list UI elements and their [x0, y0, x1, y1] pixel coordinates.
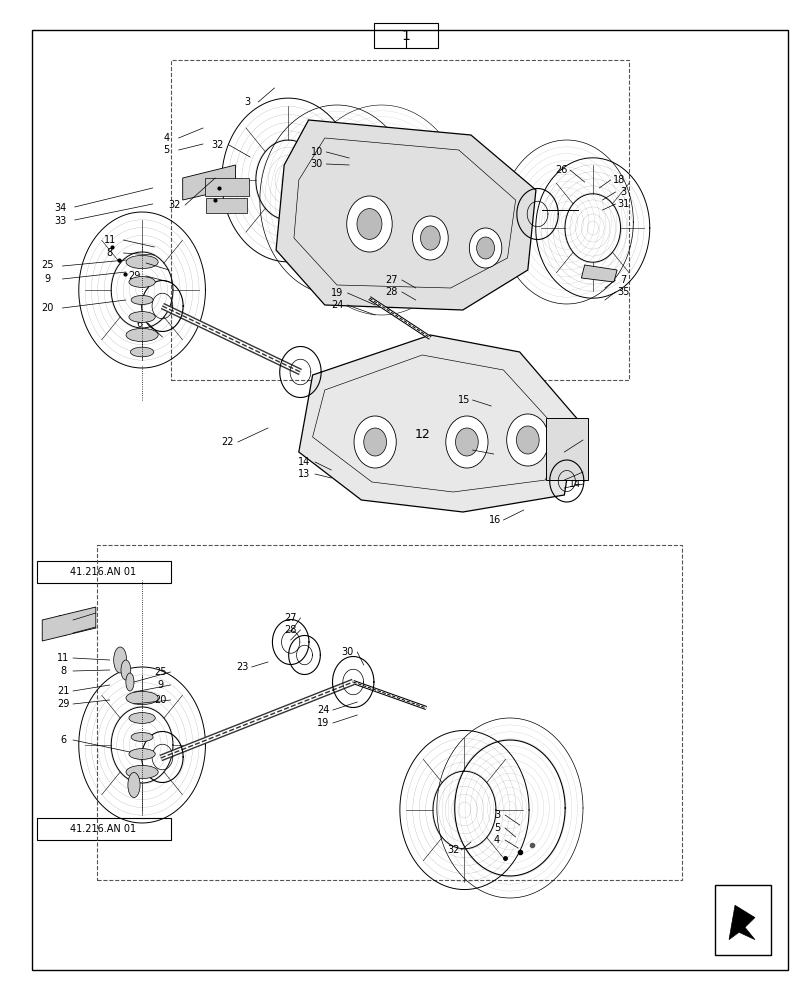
Circle shape [476, 237, 494, 259]
Circle shape [363, 428, 386, 456]
Text: 9: 9 [44, 274, 50, 284]
Bar [204, 178, 249, 196]
Ellipse shape [121, 660, 131, 680]
Text: 3: 3 [244, 97, 251, 107]
Text: 10: 10 [310, 147, 323, 157]
Circle shape [445, 416, 487, 468]
Text: 17: 17 [568, 435, 581, 445]
Ellipse shape [126, 673, 134, 691]
Text: 8: 8 [106, 248, 113, 258]
Text: 24: 24 [330, 300, 343, 310]
Text: 3: 3 [493, 810, 500, 820]
Text: 1: 1 [401, 29, 410, 43]
Text: 41.216.AN 01: 41.216.AN 01 [71, 824, 136, 834]
Text: 25: 25 [154, 667, 167, 677]
Ellipse shape [129, 312, 155, 322]
Ellipse shape [129, 277, 155, 287]
Ellipse shape [128, 772, 140, 798]
Text: 3: 3 [620, 187, 626, 197]
Bar [206, 198, 247, 213]
Ellipse shape [126, 765, 158, 779]
Text: 31: 31 [616, 199, 629, 209]
Polygon shape [581, 265, 616, 282]
Text: 11: 11 [57, 653, 70, 663]
Text: 34: 34 [54, 203, 67, 213]
Text: 27: 27 [384, 275, 397, 285]
Polygon shape [298, 335, 576, 512]
Text: 15: 15 [457, 395, 470, 405]
Circle shape [455, 428, 478, 456]
Polygon shape [182, 165, 235, 200]
Circle shape [469, 228, 501, 268]
Text: 16: 16 [488, 515, 501, 525]
Text: 14: 14 [298, 457, 311, 467]
Circle shape [354, 416, 396, 468]
Ellipse shape [131, 347, 153, 357]
Ellipse shape [129, 749, 155, 759]
Text: 32: 32 [211, 140, 224, 150]
Text: 8: 8 [60, 666, 67, 676]
Polygon shape [728, 905, 754, 940]
Polygon shape [276, 120, 535, 310]
Text: 9: 9 [157, 680, 164, 690]
Text: 35: 35 [616, 287, 629, 297]
Text: 23: 23 [235, 662, 248, 672]
Text: 25: 25 [41, 260, 54, 270]
Ellipse shape [126, 328, 158, 342]
Text: 14: 14 [568, 479, 581, 489]
Text: 27: 27 [284, 613, 297, 623]
Text: 15: 15 [457, 445, 470, 455]
Text: 6: 6 [60, 735, 67, 745]
Text: 29: 29 [57, 699, 70, 709]
Ellipse shape [131, 732, 152, 742]
Ellipse shape [114, 647, 127, 673]
Circle shape [357, 209, 381, 239]
Circle shape [506, 414, 548, 466]
Text: 7: 7 [620, 275, 626, 285]
Text: 11: 11 [103, 235, 116, 245]
Text: 32: 32 [446, 845, 459, 855]
Text: 30: 30 [310, 159, 323, 169]
Text: 20: 20 [154, 695, 167, 705]
Text: 41.216.AN 01: 41.216.AN 01 [71, 567, 136, 577]
Ellipse shape [131, 296, 152, 304]
Bar [545, 418, 587, 480]
Text: 26: 26 [555, 165, 568, 175]
Text: 20: 20 [41, 303, 54, 313]
Text: 28: 28 [284, 625, 297, 635]
Text: 24: 24 [316, 705, 329, 715]
Text: 13: 13 [298, 469, 311, 479]
Text: 5: 5 [163, 145, 169, 155]
Circle shape [516, 426, 539, 454]
Text: 21: 21 [57, 686, 70, 696]
Ellipse shape [129, 713, 155, 723]
Text: 4: 4 [163, 133, 169, 143]
Circle shape [346, 196, 392, 252]
Text: 19: 19 [316, 718, 329, 728]
Text: 2: 2 [60, 628, 67, 638]
Text: 22: 22 [221, 437, 234, 447]
Text: 5: 5 [493, 823, 500, 833]
Text: 21: 21 [127, 258, 140, 268]
Text: 32: 32 [168, 200, 181, 210]
Ellipse shape [126, 691, 158, 705]
Text: 18: 18 [611, 175, 624, 185]
Text: 6: 6 [136, 319, 143, 329]
Circle shape [412, 216, 448, 260]
Text: 33: 33 [54, 216, 67, 226]
Circle shape [420, 226, 440, 250]
Polygon shape [42, 607, 96, 641]
Text: 13: 13 [568, 467, 581, 477]
Text: 12: 12 [414, 428, 430, 442]
Text: 4: 4 [493, 835, 500, 845]
Text: 29: 29 [127, 271, 140, 281]
Text: 19: 19 [330, 288, 343, 298]
Text: 28: 28 [384, 287, 397, 297]
Text: 30: 30 [341, 647, 354, 657]
Text: 34: 34 [57, 615, 70, 625]
Ellipse shape [126, 255, 158, 269]
